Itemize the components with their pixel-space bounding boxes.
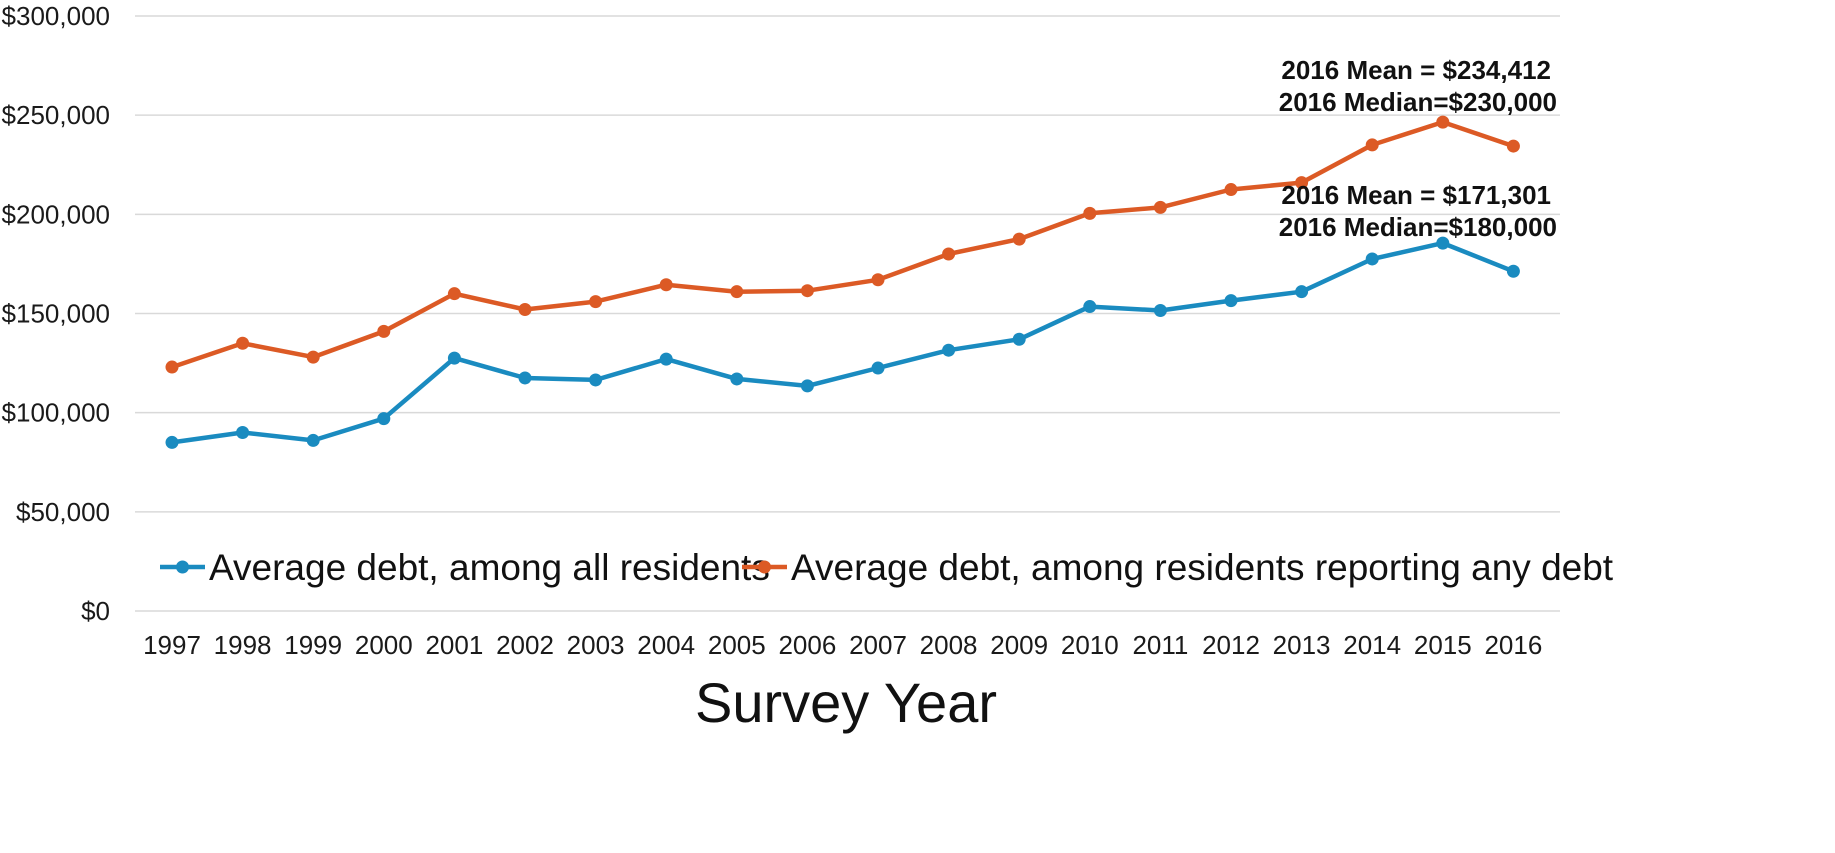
x-tick-label: 2013 xyxy=(1273,630,1331,660)
data-point xyxy=(306,350,320,364)
data-point xyxy=(1224,183,1238,197)
series-line-1 xyxy=(169,119,1516,370)
data-point xyxy=(1224,294,1238,308)
x-tick-label: 2008 xyxy=(920,630,978,660)
data-point xyxy=(1012,232,1026,246)
y-tick-label: $100,000 xyxy=(2,398,110,428)
data-point xyxy=(730,372,744,386)
x-tick-label: 2004 xyxy=(637,630,695,660)
legend-marker-all-residents xyxy=(176,560,189,574)
annotation-line: 2016 Median=$180,000 xyxy=(1279,212,1557,242)
x-tick-label: 2015 xyxy=(1414,630,1472,660)
annotation-line: 2016 Median=$230,000 xyxy=(1279,87,1557,117)
data-point xyxy=(800,284,814,298)
data-point xyxy=(165,360,179,374)
data-point xyxy=(871,273,885,287)
data-point xyxy=(1153,200,1167,214)
data-point xyxy=(1365,252,1379,266)
data-point xyxy=(871,361,885,375)
data-point xyxy=(800,379,814,393)
data-point xyxy=(236,426,250,439)
data-point xyxy=(1083,206,1097,220)
x-tick-label: 2014 xyxy=(1343,630,1401,660)
data-point xyxy=(1506,139,1520,153)
y-tick-label: $200,000 xyxy=(2,199,110,229)
y-tick-label: $300,000 xyxy=(2,1,110,31)
x-tick-label: 2000 xyxy=(355,630,413,660)
data-point xyxy=(730,285,744,299)
x-tick-label: 2003 xyxy=(567,630,625,660)
series-line-0 xyxy=(169,240,1516,445)
y-tick-label: $150,000 xyxy=(2,299,110,329)
x-tick-label: 2009 xyxy=(990,630,1048,660)
data-point xyxy=(447,351,461,365)
x-axis-title: Survey Year xyxy=(695,671,997,734)
data-point xyxy=(1153,304,1167,318)
y-tick-label: $50,000 xyxy=(16,497,110,527)
legend-label-residents-with-debt: Average debt, among residents reporting … xyxy=(791,547,1614,588)
data-point xyxy=(1012,332,1026,346)
legend-label-all-residents: Average debt, among all residents xyxy=(209,547,770,588)
data-point xyxy=(589,373,603,387)
y-tick-label: $0 xyxy=(81,596,110,626)
x-axis-ticks: 1997 1998 1999 2000 2001 2002 2003 2004 2005 2006… xyxy=(143,630,1542,660)
x-tick-label: 2012 xyxy=(1202,630,1260,660)
data-point xyxy=(377,324,391,338)
series-lines xyxy=(169,119,1516,445)
data-point xyxy=(1365,138,1379,152)
data-point xyxy=(518,371,532,385)
legend-marker-residents-with-debt xyxy=(758,560,771,574)
data-point xyxy=(165,435,179,449)
annotation-line: 2016 Mean = $171,301 xyxy=(1281,180,1551,210)
legend: Average debt, among all residents Averag… xyxy=(160,547,1614,588)
x-tick-label: 2001 xyxy=(425,630,483,660)
data-point xyxy=(589,295,603,309)
x-tick-label: 1998 xyxy=(214,630,272,660)
data-point xyxy=(942,247,956,261)
x-tick-label: 2006 xyxy=(778,630,836,660)
data-point xyxy=(306,433,320,447)
gridlines xyxy=(135,15,1560,612)
data-point xyxy=(942,343,956,357)
data-point xyxy=(1436,115,1450,129)
data-point xyxy=(1506,264,1520,278)
data-point xyxy=(1436,236,1450,250)
x-tick-label: 1999 xyxy=(284,630,342,660)
data-point xyxy=(1295,285,1309,299)
x-tick-label: 2002 xyxy=(496,630,554,660)
x-tick-label: 2007 xyxy=(849,630,907,660)
data-point xyxy=(236,336,250,350)
data-point xyxy=(659,352,673,366)
data-point xyxy=(1083,300,1097,314)
data-point xyxy=(659,278,673,292)
y-tick-label: $250,000 xyxy=(2,100,110,130)
x-tick-label: 2016 xyxy=(1484,630,1542,660)
x-tick-label: 2005 xyxy=(708,630,766,660)
annotation-line: 2016 Mean = $234,412 xyxy=(1281,55,1551,85)
x-tick-label: 2011 xyxy=(1132,630,1188,660)
series-points xyxy=(165,115,1520,449)
x-tick-label: 2010 xyxy=(1061,630,1119,660)
data-point xyxy=(447,287,461,301)
data-point xyxy=(377,412,391,426)
y-axis-ticks: $0 $50,000 $100,000 $150,000 $200,000 $250,00… xyxy=(2,1,110,626)
data-point xyxy=(1295,176,1309,190)
x-tick-label: 1997 xyxy=(143,630,201,660)
data-point xyxy=(518,303,532,317)
